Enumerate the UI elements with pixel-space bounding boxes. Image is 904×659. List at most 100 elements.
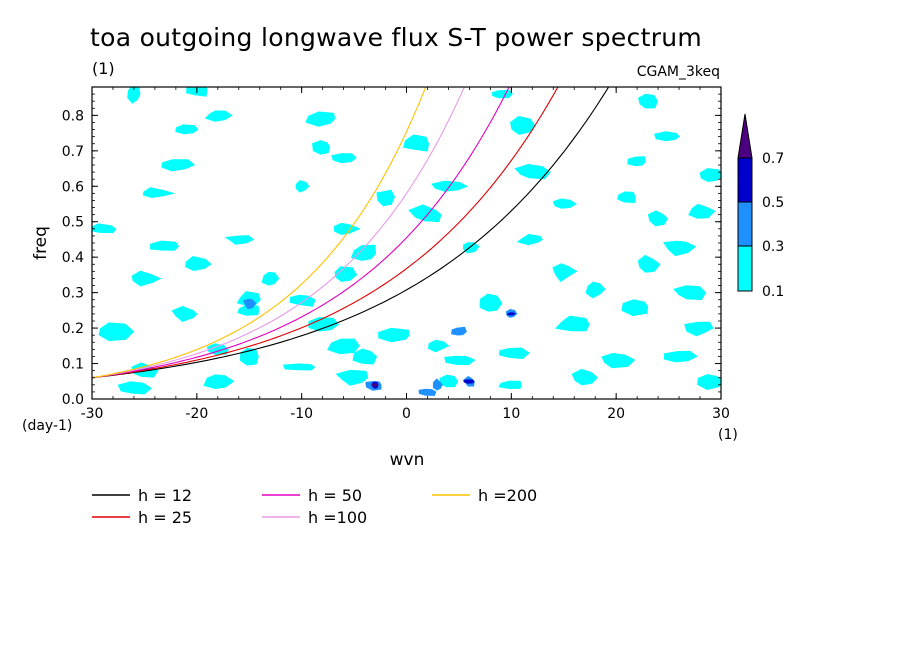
chart-title: toa outgoing longwave flux S-T power spe… [90, 23, 702, 52]
colorbar-label: 0.5 [762, 195, 784, 211]
contour-patch-0.1 [617, 191, 636, 204]
contour-patch-0.1 [498, 380, 522, 389]
contour-patch-0.3 [418, 388, 437, 396]
contour-patch-0.1 [439, 374, 459, 388]
contour-patch-0.1 [175, 124, 199, 135]
y-tick-label: 0.3 [62, 286, 84, 302]
contour-patch-0.1 [98, 322, 135, 342]
contour-patch-0.3 [242, 298, 257, 310]
contour-patch-0.1 [699, 168, 721, 183]
contour-patch-0.1 [654, 131, 680, 142]
contour-patch-0.1 [117, 381, 153, 395]
contour-patch-0.1 [289, 294, 316, 307]
x-tick-label: 20 [607, 406, 625, 422]
x-axis-label: wvn [390, 450, 425, 470]
y-tick-label: 0.4 [62, 250, 84, 266]
contour-patch-0.1 [444, 355, 476, 366]
contour-patch-0.1 [206, 343, 229, 355]
contour-patch-0.1 [378, 327, 410, 343]
contour-patch-0.1 [352, 348, 378, 365]
contour-patch-0.1 [585, 281, 606, 299]
contour-patch-0.1 [684, 321, 714, 337]
x-unit-label: (1) [718, 427, 738, 443]
x-tick-label: 0 [402, 406, 411, 422]
contour-patch-0.1 [601, 352, 636, 369]
contour-patch-0.1 [312, 140, 331, 155]
contour-patch-0.1 [662, 240, 697, 257]
contour-patch-0.5 [506, 312, 516, 316]
colorbar-segment-0.1 [737, 245, 753, 292]
dataset-label: CGAM_3keq [637, 64, 720, 80]
y-tick-label: 0.2 [62, 321, 84, 337]
dispersion-curve-h200 [92, 87, 427, 379]
y-tick-label: 0.1 [62, 357, 84, 373]
contour-patch-0.1 [637, 254, 661, 273]
x-tick-label: -20 [185, 406, 208, 422]
legend-label-h200: h =200 [478, 486, 537, 505]
y-tick-label: 0.0 [62, 392, 84, 408]
axes: -30 -20 -10 0 10 20 30 0.0 0.1 0.2 0.3 0.4 0.5 0.6 0.7… [62, 87, 730, 422]
dispersion-curve-h50 [92, 87, 510, 379]
colorbar: 0.1 0.3 0.5 0.7 [737, 113, 784, 300]
y-tick-label: 0.6 [62, 179, 84, 195]
contour-patch-0.1 [224, 235, 255, 245]
contour-layer [92, 87, 721, 396]
legend: h = 12 h = 25 h = 50 h =100 h =200 [92, 486, 537, 527]
contour-patch-0.1 [334, 266, 358, 282]
contour-patch-0.1 [688, 203, 716, 219]
contour-patch-0.1 [92, 223, 117, 234]
legend-label-h25: h = 25 [138, 508, 192, 527]
contour-patch-0.1 [491, 89, 513, 99]
contour-patch-0.1 [408, 204, 442, 223]
contour-patch-0.1 [627, 156, 646, 167]
contour-patch-0.1 [295, 180, 310, 193]
contour-patch-0.1 [499, 347, 531, 360]
contour-patch-0.1 [403, 134, 430, 152]
contour-patch-0.1 [479, 293, 503, 312]
contour-patch-0.1 [673, 285, 707, 301]
x-tick-label: -30 [81, 406, 104, 422]
unit-label: (1) [92, 59, 115, 78]
contour-patch-0.1 [261, 271, 280, 286]
y-axis-label: freq [31, 226, 51, 260]
contour-patch-0.1 [638, 93, 658, 109]
contour-patch-0.1 [237, 304, 260, 316]
y-unit-label: (day-1) [22, 418, 72, 434]
colorbar-label: 0.3 [762, 239, 784, 255]
contour-patch-0.1 [333, 222, 361, 235]
contour-patch-0.1 [516, 233, 544, 246]
contour-patch-0.1 [350, 244, 377, 261]
contour-patch-0.1 [331, 153, 357, 164]
contour-patch-0.1 [697, 374, 721, 390]
contour-patch-0.1 [552, 198, 578, 209]
contour-patch-0.1 [552, 263, 578, 283]
contour-patch-0.1 [305, 111, 336, 127]
contour-patch-0.5 [463, 379, 475, 384]
y-tick-label: 0.8 [62, 108, 84, 124]
contour-patch-0.1 [131, 270, 162, 287]
contour-patch-0.1 [335, 369, 369, 386]
contour-patch-0.1 [282, 363, 316, 371]
colorbar-segment-0.7 [737, 113, 753, 159]
contour-patch-0.3 [432, 378, 443, 391]
legend-label-h12: h = 12 [138, 486, 192, 505]
contour-patch-0.1 [149, 240, 180, 251]
contour-patch-0.1 [510, 115, 536, 135]
x-tick-label: 30 [712, 406, 730, 422]
contour-patch-0.1 [621, 299, 649, 317]
contour-patch-0.1 [171, 305, 198, 322]
contour-patch-0.1 [663, 350, 698, 363]
plot-area [91, 86, 722, 400]
contour-patch-0.1 [127, 87, 141, 104]
contour-patch-0.1 [327, 338, 360, 355]
contour-patch-0.3 [450, 326, 467, 336]
contour-patch-0.1 [376, 189, 396, 207]
contour-patch-0.1 [427, 339, 450, 353]
contour-patch-0.1 [647, 210, 668, 227]
contour-patch-0.1 [571, 368, 598, 386]
contour-patch-0.1 [203, 374, 235, 390]
dispersion-curve-h12 [92, 87, 610, 379]
contour-patch-0.7 [371, 383, 379, 387]
